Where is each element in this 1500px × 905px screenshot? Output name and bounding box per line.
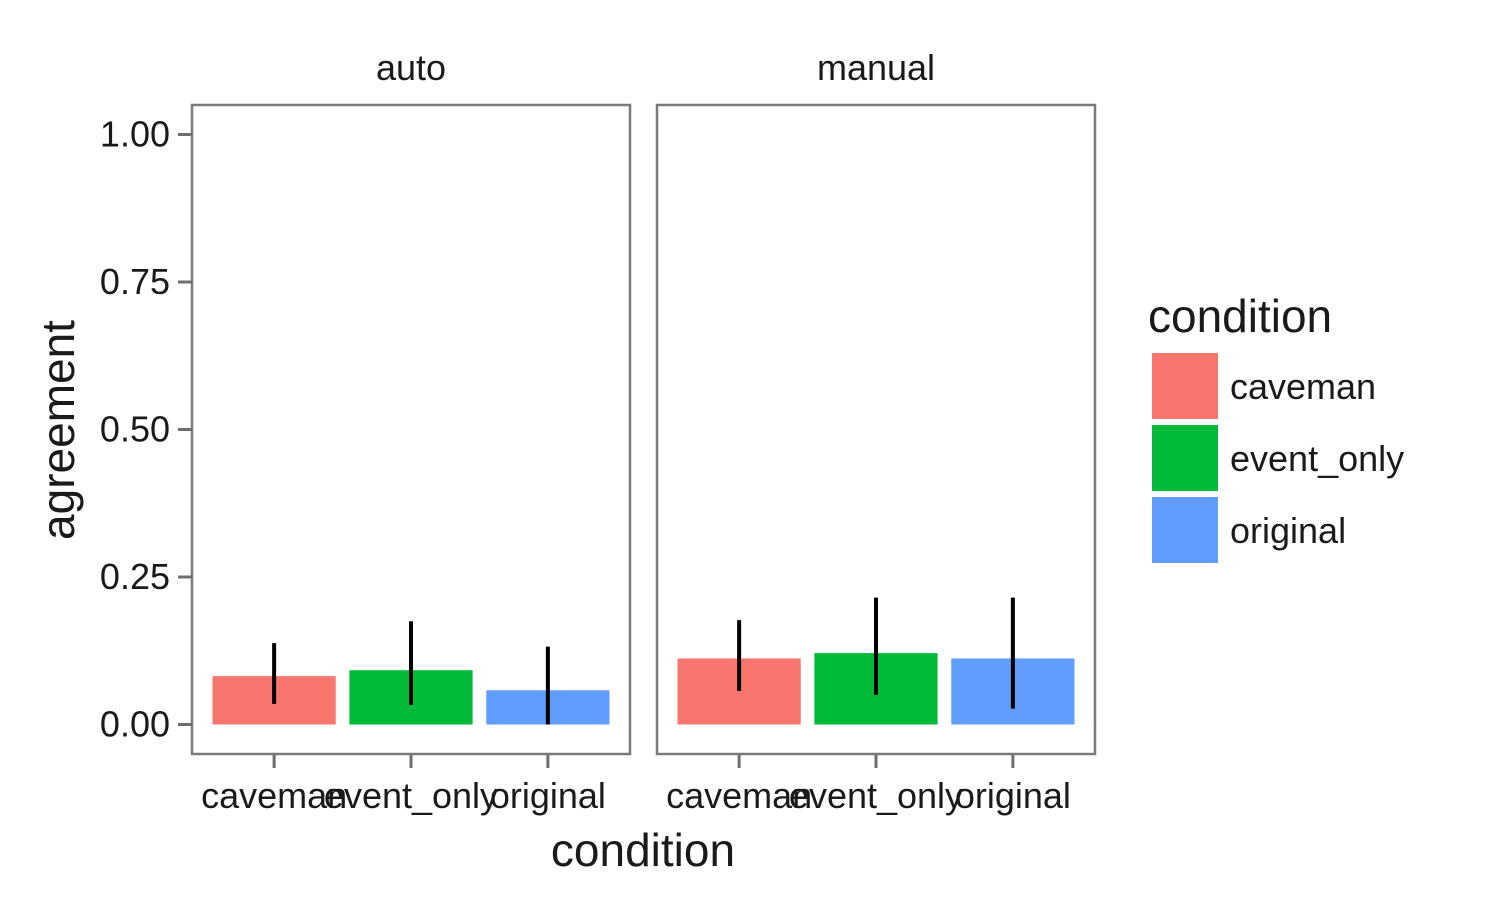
y-tick-label: 1.00: [100, 114, 170, 155]
y-tick-label: 0.25: [100, 556, 170, 597]
x-tick-label: caveman: [666, 775, 812, 816]
legend-title: condition: [1148, 290, 1332, 342]
x-tick-label: original: [955, 775, 1071, 816]
y-tick-label: 0.00: [100, 704, 170, 745]
legend-label: event_only: [1230, 438, 1404, 479]
legend-swatch-event_only: [1152, 425, 1218, 491]
facet-label: manual: [817, 47, 935, 88]
y-axis-title: agreement: [32, 320, 84, 540]
panels-layer: autocavemanevent_onlyoriginalmanualcavem…: [190, 47, 1097, 816]
x-tick-label: event_only: [324, 775, 498, 816]
x-tick-label: event_only: [789, 775, 963, 816]
y-tick-label: 0.75: [100, 261, 170, 302]
legend-swatch-original: [1152, 497, 1218, 563]
y-axis: 0.00 0.25 0.50 0.75 1.00: [100, 114, 192, 745]
legend-label: caveman: [1230, 366, 1376, 407]
legend-label: original: [1230, 510, 1346, 551]
panel-border: [655, 103, 1097, 756]
legend-items: caveman event_only original: [1152, 353, 1404, 563]
facet-label: auto: [376, 47, 446, 88]
x-tick-label: original: [490, 775, 606, 816]
legend: condition caveman event_only original: [1148, 290, 1404, 563]
x-axis-title: condition: [551, 824, 735, 876]
x-tick-label: caveman: [201, 775, 347, 816]
legend-swatch-caveman: [1152, 353, 1218, 419]
y-tick-label: 0.50: [100, 409, 170, 450]
